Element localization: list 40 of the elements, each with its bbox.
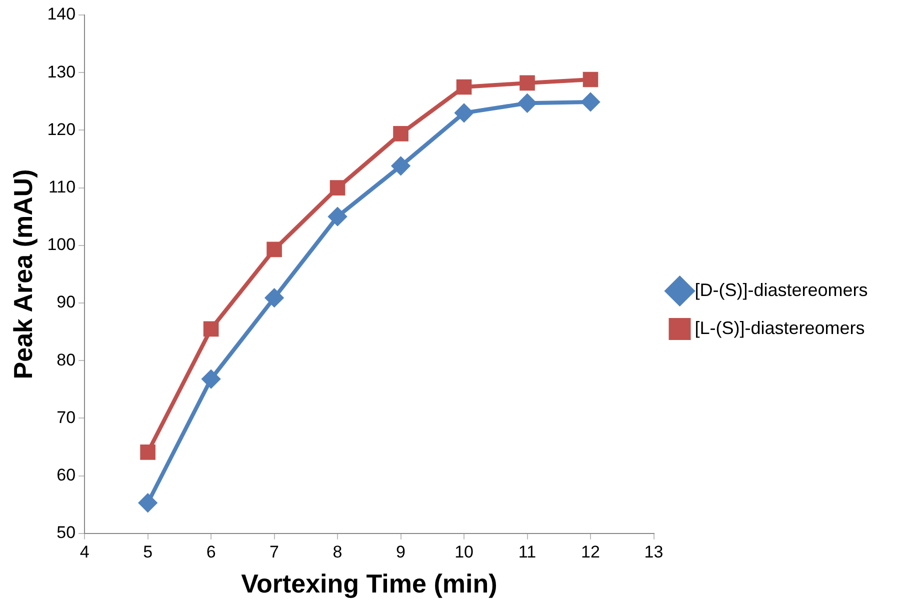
x-tick-label: 13 [644, 542, 664, 562]
y-tick-label: 60 [56, 465, 76, 484]
x-tick-label: 8 [332, 542, 342, 562]
point [328, 208, 347, 226]
x-tick-label: 10 [454, 542, 474, 562]
point [456, 79, 472, 95]
y-tick-label: 90 [56, 292, 76, 312]
y-tick-label: 120 [47, 120, 76, 139]
point [393, 126, 408, 142]
y-tick-label: 130 [47, 62, 76, 82]
point [266, 242, 282, 258]
x-axis-title: Vortexing Time (min) [241, 568, 498, 599]
point [582, 72, 598, 88]
point [518, 94, 536, 112]
point [140, 444, 156, 460]
x-tick-label: 12 [581, 542, 600, 562]
x-tick-label: 5 [143, 542, 153, 562]
legend-label: [L-(S)]-diastereomers [694, 318, 865, 338]
y-tick-label: 80 [56, 350, 76, 370]
point [138, 494, 157, 512]
point [203, 321, 219, 337]
x-tick-label: 11 [518, 542, 536, 562]
y-tick-label: 70 [56, 408, 76, 427]
point [392, 156, 410, 175]
y-tick-label: 140 [47, 4, 76, 24]
point [455, 104, 474, 122]
y-tick-label: 100 [47, 235, 76, 254]
x-tick-label: 4 [80, 542, 90, 562]
x-tick-label: 6 [206, 542, 216, 562]
y-tick-label: 110 [48, 177, 76, 196]
point [330, 180, 346, 196]
point [265, 288, 284, 307]
point [202, 370, 220, 388]
x-tick-label: 9 [396, 542, 406, 562]
point [582, 92, 600, 111]
y-axis-title: Peak Area (mAU) [8, 169, 38, 380]
x-tick-label: 7 [270, 542, 280, 562]
legend-label: [D-(S)]-diastereomers [694, 280, 868, 300]
point [520, 75, 535, 91]
y-tick-label: 50 [56, 523, 76, 542]
